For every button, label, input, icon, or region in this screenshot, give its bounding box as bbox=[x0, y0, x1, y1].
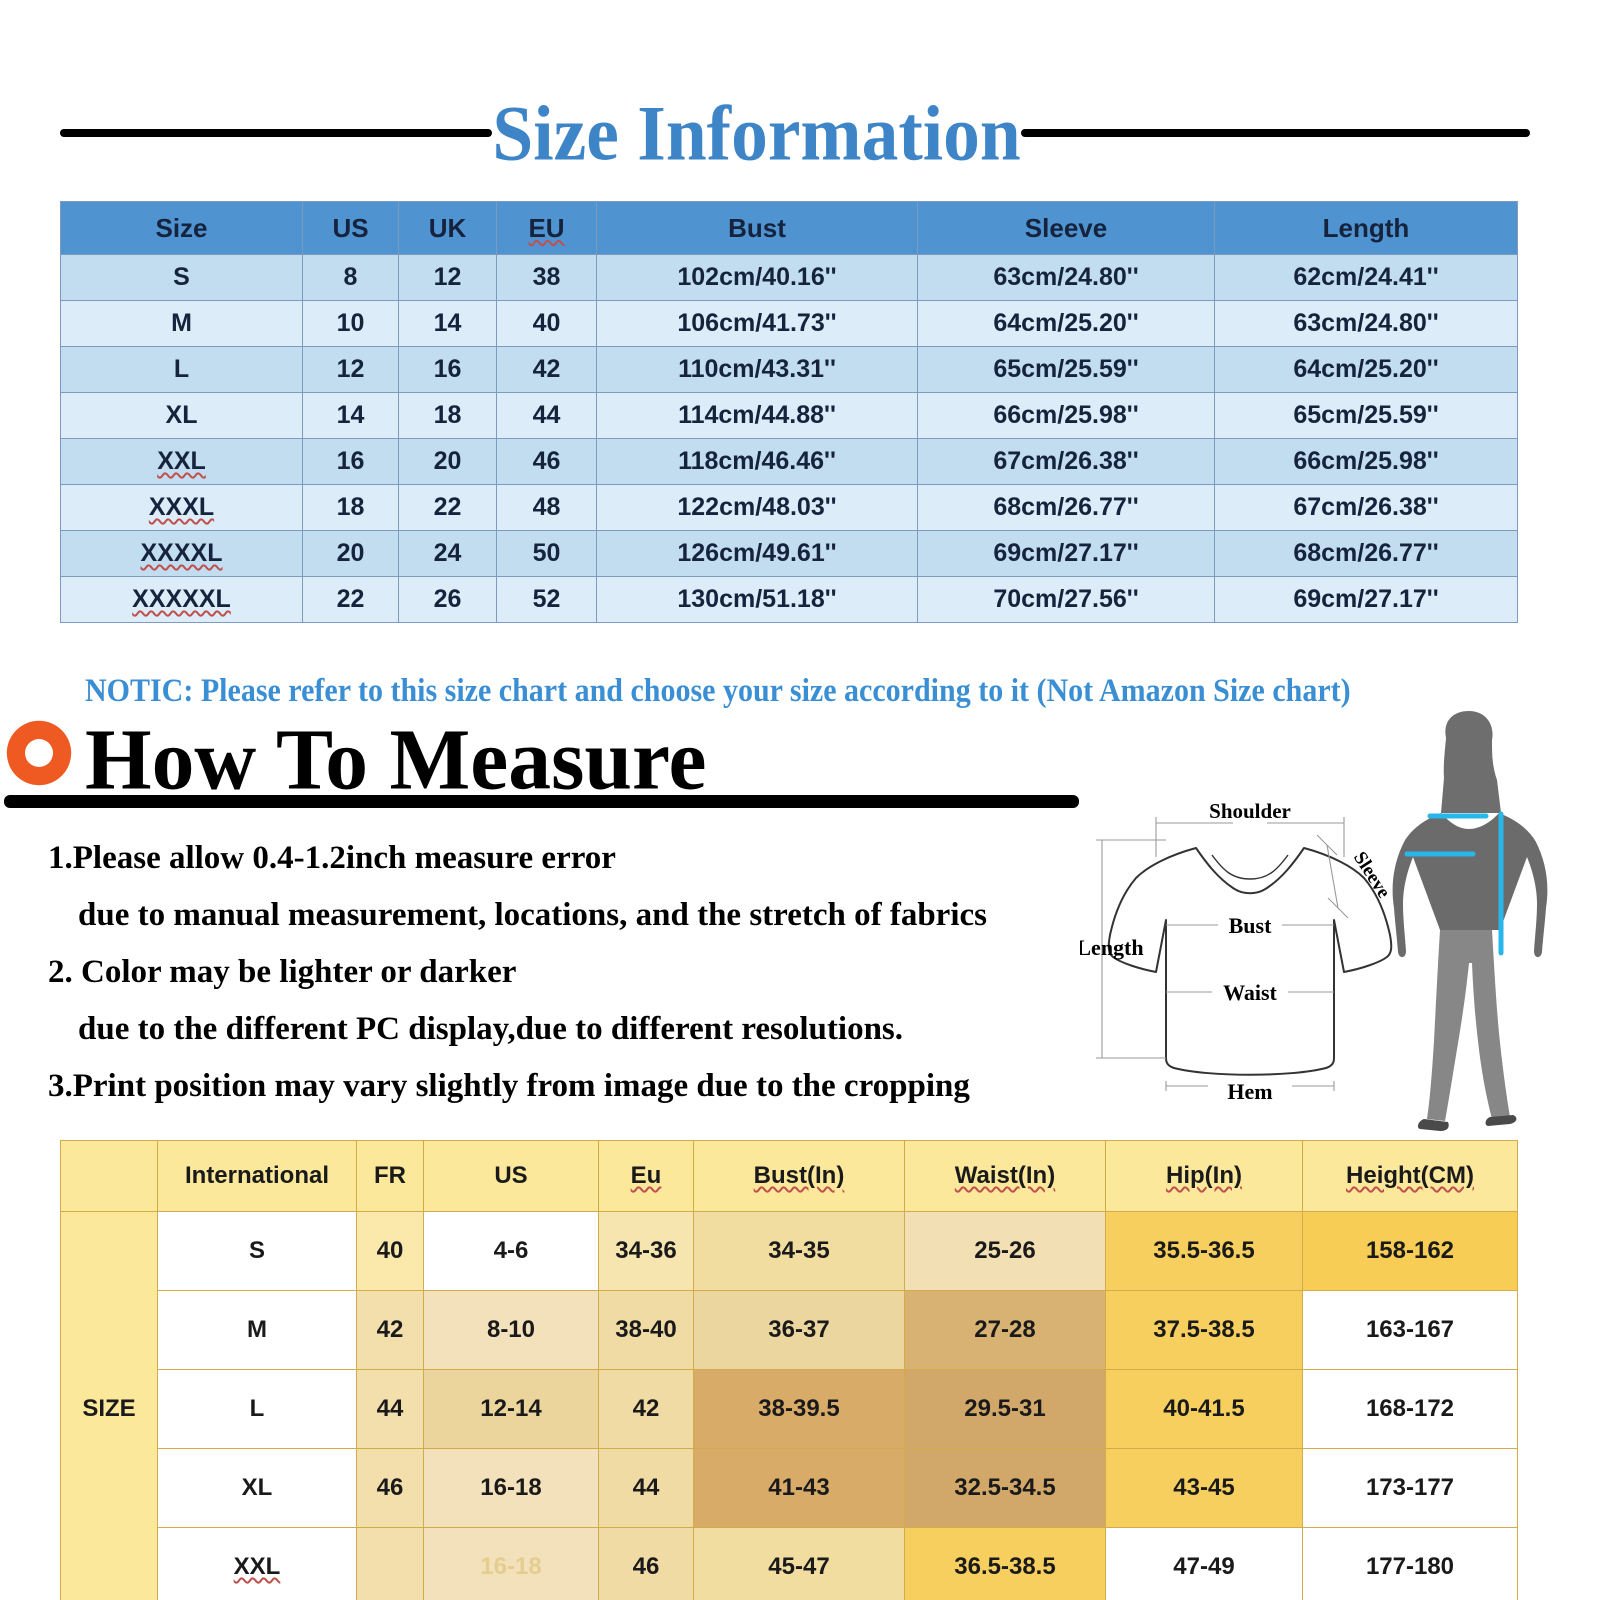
svg-text:Bust: Bust bbox=[1229, 913, 1272, 938]
svg-text:Waist: Waist bbox=[1223, 980, 1277, 1005]
svg-text:Hem: Hem bbox=[1227, 1079, 1272, 1104]
svg-text:Length: Length bbox=[1080, 935, 1144, 960]
svg-text:Shoulder: Shoulder bbox=[1209, 799, 1291, 823]
